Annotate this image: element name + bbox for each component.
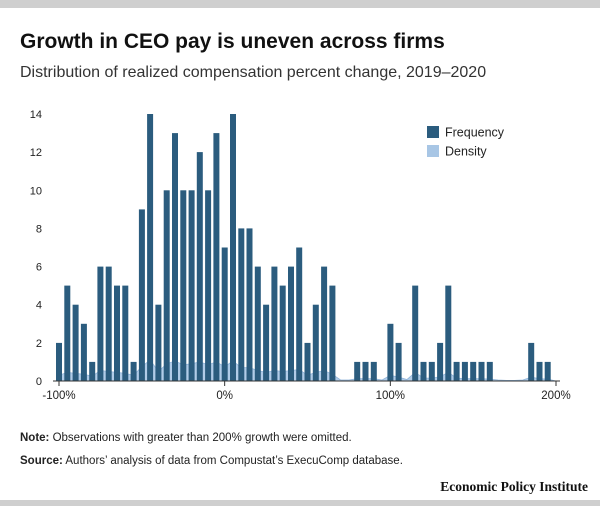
bar-140	[453, 361, 460, 381]
bar-15	[246, 228, 253, 381]
bottom-rule	[0, 500, 600, 506]
x-tick-label--100: -100%	[42, 390, 75, 402]
bar-135	[445, 285, 452, 381]
y-tick-label-0: 0	[36, 376, 42, 388]
y-tick-label-4: 4	[36, 300, 42, 312]
source-text: Authors’ analysis of data from Compustat…	[62, 455, 403, 467]
y-tick-label-8: 8	[36, 223, 42, 235]
bar-150	[470, 361, 477, 381]
bar--15	[196, 152, 203, 381]
histogram-chart: 0 2 4 6 8 10 12 14 -100% 0% 100% 200% Frequency Dens…	[30, 109, 571, 402]
bar-45	[296, 247, 303, 381]
bar--20	[188, 190, 195, 381]
note-text: Observations with greater than 200% grow…	[49, 432, 352, 444]
bar--30	[172, 133, 178, 381]
bar-55	[312, 304, 319, 381]
y-tick-label-2: 2	[36, 338, 42, 350]
bar--10	[205, 190, 212, 381]
bar-185	[528, 342, 535, 381]
bar-25	[263, 304, 270, 381]
bar--95	[64, 285, 71, 381]
note: Note: Observations with greater than 200…	[20, 432, 352, 444]
chart-subtitle: Distribution of realized compensation pe…	[20, 64, 487, 81]
top-rule	[0, 0, 600, 8]
bar--55	[130, 361, 137, 381]
bar-125	[428, 361, 435, 381]
bar-120	[420, 361, 427, 381]
bar--85	[80, 323, 87, 381]
bar--60	[122, 285, 129, 381]
y-tick-label-14: 14	[30, 109, 42, 121]
bar-0	[221, 247, 228, 381]
bar--40	[155, 304, 162, 381]
bars-layer	[56, 114, 551, 381]
bar--65	[114, 285, 120, 381]
bar-155	[478, 361, 485, 381]
legend-swatch-frequency	[427, 126, 439, 138]
x-tick-label-0: 0%	[216, 390, 233, 402]
bar-60	[321, 266, 328, 381]
axis-layer: 0 2 4 6 8 10 12 14 -100% 0% 100% 200%	[30, 109, 571, 402]
bar-80	[354, 361, 361, 381]
legend-label-frequency: Frequency	[445, 126, 505, 140]
bar-160	[486, 361, 493, 381]
bar--90	[72, 304, 79, 381]
bar-145	[461, 361, 468, 381]
bar-105	[395, 342, 402, 381]
bar-10	[238, 228, 245, 381]
legend-label-density: Density	[445, 145, 487, 159]
bar-65	[329, 285, 336, 381]
source-label: Source:	[20, 455, 63, 467]
bar-130	[437, 342, 444, 381]
bar--75	[97, 266, 104, 381]
bar-85	[362, 361, 369, 381]
bar-40	[288, 266, 294, 381]
bar--35	[163, 190, 170, 381]
bar-100	[387, 323, 394, 381]
bar--25	[180, 190, 187, 381]
bar-30	[271, 266, 278, 381]
bar-35	[279, 285, 286, 381]
bar--45	[147, 114, 154, 381]
bar--50	[138, 209, 145, 381]
bar-190	[536, 361, 543, 381]
y-tick-label-12: 12	[30, 147, 42, 159]
bar-195	[544, 361, 551, 381]
bar-20	[254, 266, 261, 381]
legend: Frequency Density	[427, 126, 505, 159]
y-tick-label-10: 10	[30, 185, 42, 197]
bar--80	[89, 361, 96, 381]
bar--5	[213, 133, 220, 381]
bar--70	[105, 266, 112, 381]
x-tick-label-200: 200%	[541, 390, 570, 402]
y-tick-label-6: 6	[36, 262, 42, 274]
bar-90	[370, 361, 377, 381]
legend-swatch-density	[427, 145, 439, 157]
x-tick-label-100: 100%	[376, 390, 405, 402]
bar-50	[304, 342, 311, 381]
chart-title: Growth in CEO pay is uneven across firms	[20, 30, 445, 53]
bar--100	[56, 342, 62, 381]
brand-logo: Economic Policy Institute	[440, 479, 588, 494]
bar-115	[412, 285, 419, 381]
bar-5	[230, 114, 236, 381]
note-label: Note:	[20, 432, 50, 444]
source: Source: Authors’ analysis of data from C…	[20, 455, 403, 467]
